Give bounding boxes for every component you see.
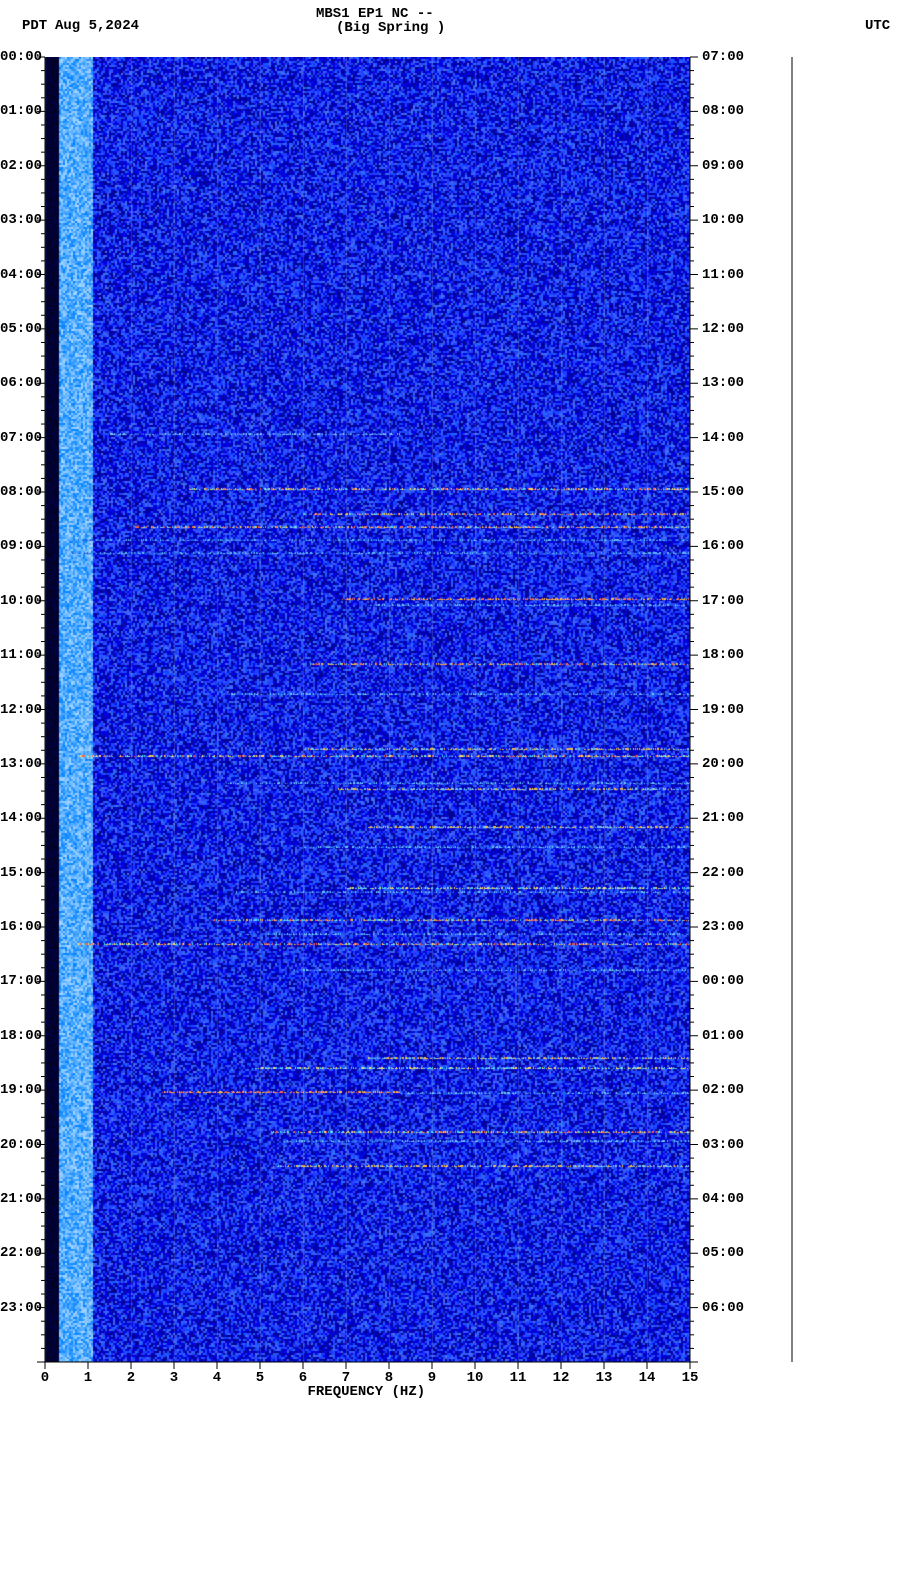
right-time-label: 03:00 [702,1137,744,1153]
left-time-label: 23:00 [0,1300,35,1316]
x-tick-label: 7 [342,1370,350,1386]
axes-overlay [0,0,902,1584]
right-time-label: 14:00 [702,430,744,446]
x-tick-label: 10 [467,1370,484,1386]
left-time-label: 00:00 [0,49,35,65]
right-time-label: 22:00 [702,865,744,881]
right-time-label: 18:00 [702,647,744,663]
left-time-label: 11:00 [0,647,35,663]
x-tick-label: 2 [127,1370,135,1386]
left-time-label: 03:00 [0,212,35,228]
left-time-label: 06:00 [0,375,35,391]
left-time-label: 21:00 [0,1191,35,1207]
left-time-label: 10:00 [0,593,35,609]
right-time-label: 05:00 [702,1245,744,1261]
x-tick-label: 8 [385,1370,393,1386]
x-tick-label: 15 [682,1370,699,1386]
left-time-label: 14:00 [0,810,35,826]
x-tick-label: 6 [299,1370,307,1386]
x-tick-label: 5 [256,1370,264,1386]
left-time-label: 07:00 [0,430,35,446]
right-time-label: 23:00 [702,919,744,935]
left-time-label: 15:00 [0,865,35,881]
right-time-label: 06:00 [702,1300,744,1316]
x-tick-label: 13 [596,1370,613,1386]
right-time-label: 04:00 [702,1191,744,1207]
left-time-label: 18:00 [0,1028,35,1044]
right-time-label: 20:00 [702,756,744,772]
right-time-label: 01:00 [702,1028,744,1044]
right-time-label: 07:00 [702,49,744,65]
left-time-label: 04:00 [0,267,35,283]
left-time-label: 12:00 [0,702,35,718]
x-tick-label: 4 [213,1370,221,1386]
left-time-label: 05:00 [0,321,35,337]
left-time-label: 01:00 [0,103,35,119]
right-time-label: 15:00 [702,484,744,500]
right-time-label: 11:00 [702,267,744,283]
x-tick-label: 14 [639,1370,656,1386]
x-tick-label: 12 [553,1370,570,1386]
right-time-label: 19:00 [702,702,744,718]
left-time-label: 17:00 [0,973,35,989]
left-time-label: 22:00 [0,1245,35,1261]
x-tick-label: 1 [84,1370,92,1386]
right-time-label: 21:00 [702,810,744,826]
right-time-label: 13:00 [702,375,744,391]
right-time-label: 08:00 [702,103,744,119]
left-time-label: 20:00 [0,1137,35,1153]
left-time-label: 16:00 [0,919,35,935]
x-tick-label: 11 [510,1370,527,1386]
left-time-label: 13:00 [0,756,35,772]
x-tick-label: 9 [428,1370,436,1386]
left-time-label: 09:00 [0,538,35,554]
left-time-label: 19:00 [0,1082,35,1098]
x-tick-label: 0 [41,1370,49,1386]
right-time-label: 02:00 [702,1082,744,1098]
right-time-label: 12:00 [702,321,744,337]
left-time-label: 02:00 [0,158,35,174]
right-time-label: 09:00 [702,158,744,174]
right-time-label: 00:00 [702,973,744,989]
right-time-label: 17:00 [702,593,744,609]
right-time-label: 10:00 [702,212,744,228]
left-time-label: 08:00 [0,484,35,500]
right-time-label: 16:00 [702,538,744,554]
x-tick-label: 3 [170,1370,178,1386]
